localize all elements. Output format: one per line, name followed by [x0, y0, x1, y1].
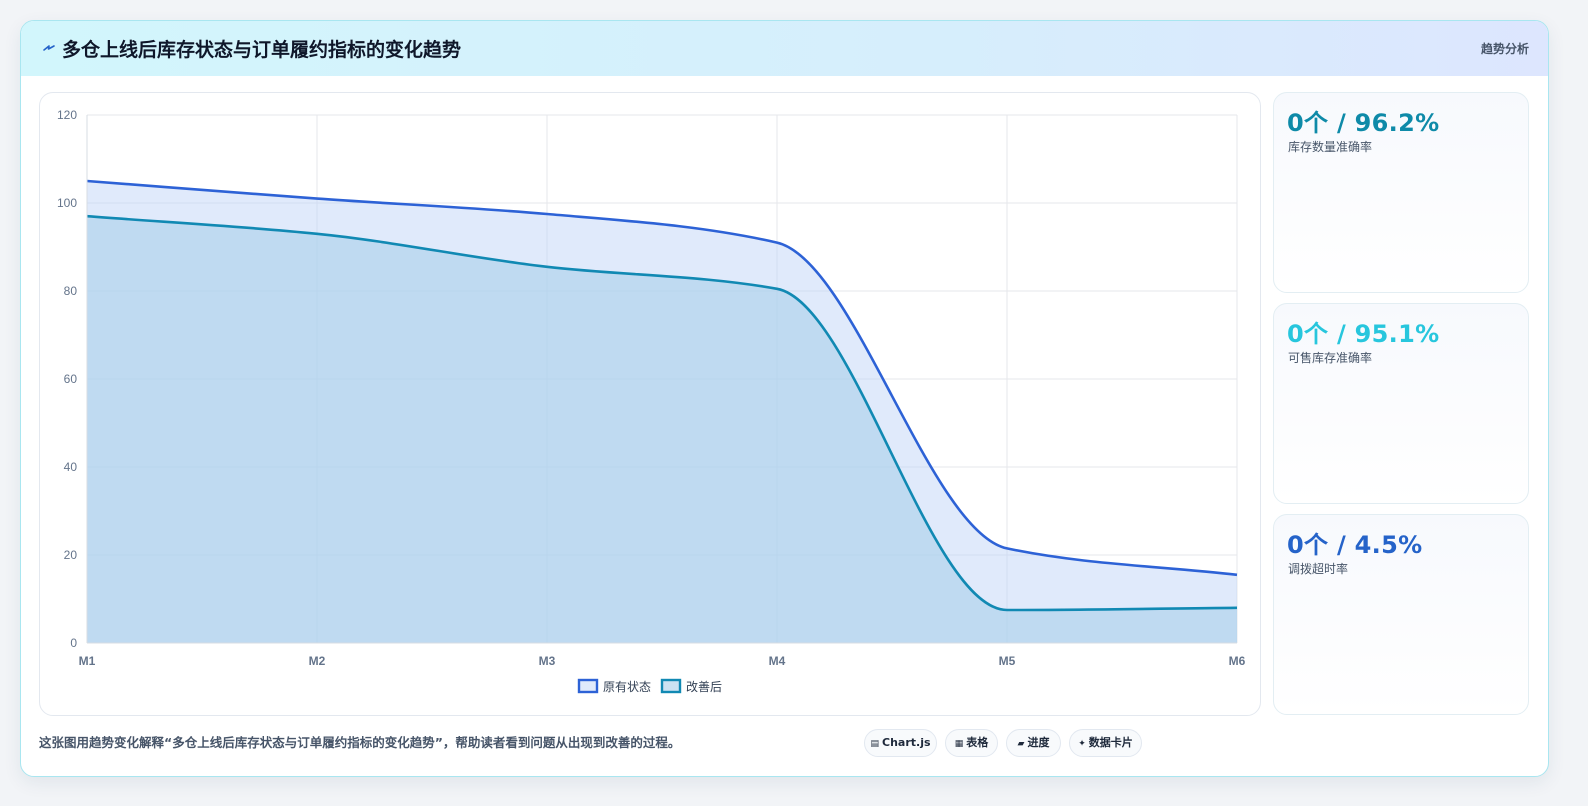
series-area: [87, 216, 1237, 643]
trend-analysis-badge: 趋势分析: [1480, 42, 1529, 56]
legend-label[interactable]: 原有状态: [603, 680, 651, 694]
legend-swatch[interactable]: [577, 678, 599, 694]
x-tick-label: M2: [309, 654, 326, 668]
series-line: [86, 214, 1238, 612]
pill-data-card[interactable]: ✦ 数据卡片: [1069, 729, 1142, 757]
x-tick-label: M6: [1229, 654, 1246, 668]
pill-label: Chart.js: [882, 736, 931, 749]
x-tick-label: M4: [769, 654, 786, 668]
y-tick-label: 80: [64, 284, 78, 298]
pill-label: 表格: [966, 736, 989, 749]
stat-label: 调拨超时率: [1288, 562, 1349, 576]
area-chart: 0 20 40 60 80 100 120 M1 M2 M3 M4 M5 M6 原有状态 改善后: [57, 108, 1246, 694]
dashboard-panel: 多仓上线后库存状态与订单履约指标的变化趋势 趋势分析 0 20 40 60 80 100 1…: [20, 20, 1549, 777]
stat-value: 0个 / 96.2%: [1287, 109, 1440, 137]
page-title: 多仓上线后库存状态与订单履约指标的变化趋势: [62, 39, 462, 61]
y-tick-label: 120: [57, 108, 77, 122]
pill-label: 数据卡片: [1088, 736, 1133, 749]
legend-label[interactable]: 改善后: [686, 679, 722, 694]
stat-card-sellable-accuracy: 0个 / 95.1% 可售库存准确率: [1273, 303, 1529, 504]
legend-swatch[interactable]: [660, 678, 682, 694]
y-tick-label: 20: [64, 548, 78, 562]
stat-card-transfer-timeout: 0个 / 4.5% 调拨超时率: [1273, 514, 1529, 715]
y-tick-label: 100: [57, 196, 77, 210]
stat-value: 0个 / 95.1%: [1287, 320, 1440, 348]
progress-icon: ▰: [1017, 739, 1025, 749]
y-tick-label: 0: [70, 636, 77, 650]
pill-table[interactable]: ▦ 表格: [945, 729, 998, 757]
stat-value: 0个 / 4.5%: [1287, 531, 1423, 559]
x-tick-label: M5: [999, 654, 1016, 668]
pill-label: 进度: [1027, 736, 1050, 749]
stat-card-inventory-accuracy: 0个 / 96.2% 库存数量准确率: [1273, 92, 1529, 293]
x-tick-label: M1: [79, 654, 96, 668]
pill-progress[interactable]: ▰ 进度: [1006, 729, 1061, 757]
x-tick-label: M3: [539, 654, 556, 668]
y-tick-label: 60: [64, 372, 78, 386]
series-line: [86, 179, 1238, 577]
chart-icon: ▤: [870, 739, 879, 749]
stat-label: 可售库存准确率: [1288, 351, 1373, 365]
pill-chartjs[interactable]: ▤ Chart.js: [864, 729, 937, 757]
lightning-icon: [43, 45, 55, 51]
chart-card: 0 20 40 60 80 100 120 M1 M2 M3 M4 M5 M6 原有状态 改善后: [39, 92, 1261, 716]
panel-header: 多仓上线后库存状态与订单履约指标的变化趋势 趋势分析: [21, 21, 1548, 76]
chart-description: 这张图用趋势变化解释“多仓上线后库存状态与订单履约指标的变化趋势”，帮助读者看到…: [39, 735, 681, 750]
y-tick-label: 40: [64, 460, 78, 474]
table-icon: ▦: [954, 739, 964, 749]
card-icon: ✦: [1078, 739, 1086, 749]
stat-label: 库存数量准确率: [1288, 140, 1373, 154]
